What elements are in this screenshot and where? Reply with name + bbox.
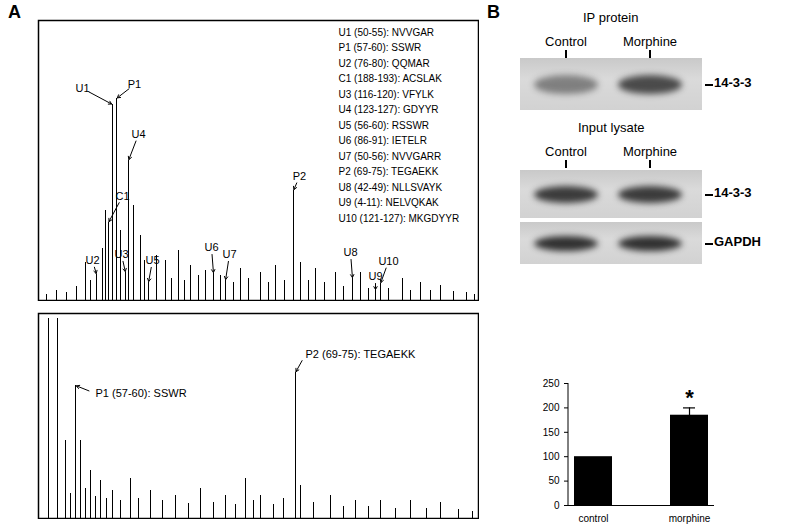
svg-text:50: 50 bbox=[548, 475, 560, 486]
svg-text:U6: U6 bbox=[204, 241, 218, 253]
svg-text:U5: U5 bbox=[145, 254, 159, 266]
svg-text:*: * bbox=[685, 385, 694, 410]
svg-text:U10: U10 bbox=[378, 255, 398, 267]
svg-text:U4: U4 bbox=[131, 128, 145, 140]
svg-text:P1 (57-60): SSWR: P1 (57-60): SSWR bbox=[96, 387, 187, 399]
svg-text:U9: U9 bbox=[368, 270, 382, 282]
svg-text:P1: P1 bbox=[128, 78, 141, 90]
svg-text:C1: C1 bbox=[115, 190, 129, 202]
svg-text:P2 (69-75): TEGAEKK: P2 (69-75): TEGAEKK bbox=[306, 348, 417, 360]
svg-text:control: control bbox=[578, 513, 608, 524]
svg-text:P2: P2 bbox=[293, 170, 306, 182]
svg-text:U1 (50-55): NVVGARP1 (57-60):: U1 (50-55): NVVGARP1 (57-60): SSWRU2 (76… bbox=[339, 27, 460, 224]
svg-text:250: 250 bbox=[543, 378, 560, 389]
svg-text:150: 150 bbox=[543, 427, 560, 438]
svg-text:200: 200 bbox=[543, 402, 560, 413]
svg-text:U1: U1 bbox=[75, 82, 89, 94]
svg-text:morphine: morphine bbox=[669, 513, 711, 524]
svg-text:0: 0 bbox=[554, 500, 560, 511]
svg-text:U7: U7 bbox=[222, 248, 236, 260]
svg-text:U8: U8 bbox=[343, 246, 357, 258]
svg-text:100: 100 bbox=[543, 451, 560, 462]
svg-text:U2: U2 bbox=[85, 254, 99, 266]
svg-text:U3: U3 bbox=[114, 248, 128, 260]
